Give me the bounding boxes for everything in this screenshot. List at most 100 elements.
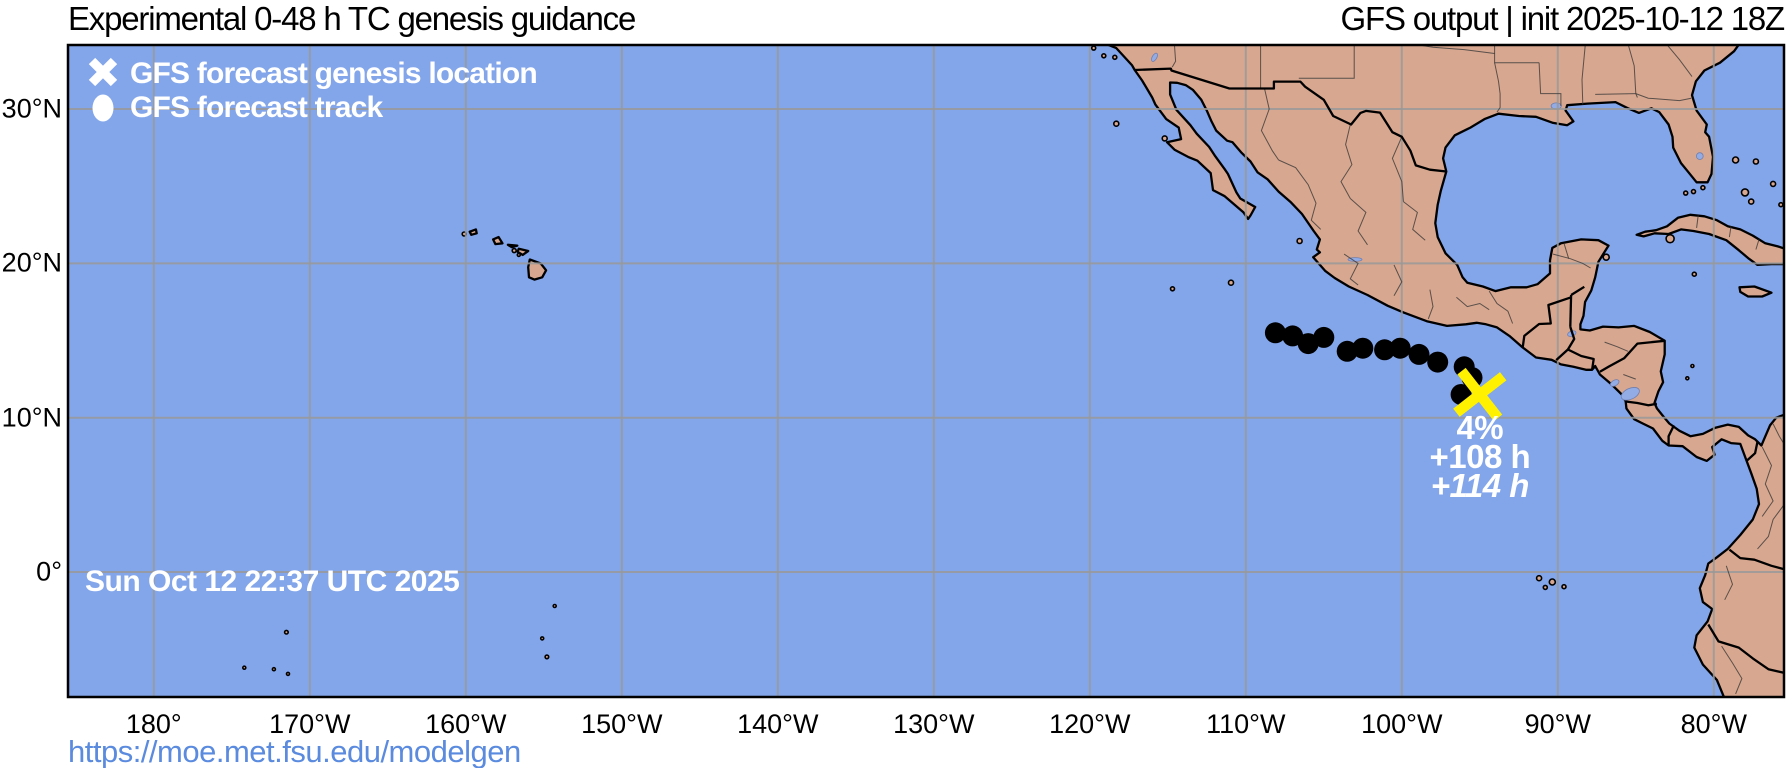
island bbox=[544, 654, 550, 660]
state-line bbox=[1761, 446, 1774, 517]
track-dot bbox=[1336, 340, 1358, 362]
track-dot bbox=[1282, 325, 1304, 347]
country-border bbox=[1707, 623, 1784, 674]
x-tick-label: 120°W bbox=[1049, 709, 1131, 739]
state-line bbox=[1696, 215, 1699, 228]
country-border bbox=[1555, 348, 1569, 361]
track-dot bbox=[1408, 343, 1430, 365]
genesis-hour-label: +108 h bbox=[1429, 437, 1531, 475]
state-line bbox=[1604, 341, 1629, 352]
genesis-probability-label: 4% bbox=[1456, 408, 1504, 446]
lake bbox=[1609, 379, 1620, 387]
island bbox=[1691, 271, 1698, 278]
page-title: Experimental 0-48 h TC genesis guidance bbox=[68, 0, 636, 37]
country-border bbox=[1728, 548, 1784, 571]
track-dot bbox=[1427, 351, 1449, 373]
x-tick-label: 110°W bbox=[1206, 709, 1286, 739]
island bbox=[1740, 188, 1750, 197]
island bbox=[516, 252, 522, 258]
island bbox=[1535, 574, 1543, 582]
legend-row-track: GFS forecast track bbox=[84, 91, 537, 125]
country-border bbox=[1745, 441, 1759, 462]
y-tick-label: 20°N bbox=[1, 247, 62, 278]
country-border bbox=[1569, 294, 1573, 327]
x-tick-label: 80°W bbox=[1680, 709, 1747, 739]
state-line bbox=[1563, 243, 1570, 259]
island bbox=[1161, 135, 1168, 142]
state-line bbox=[1728, 226, 1732, 238]
island bbox=[1690, 188, 1697, 195]
island bbox=[1731, 156, 1740, 164]
land-polygon bbox=[1738, 285, 1773, 298]
state-line bbox=[1403, 201, 1426, 241]
genesis-x-icon bbox=[88, 57, 118, 87]
x-tick-label: 160°W bbox=[425, 709, 507, 739]
land-polygon bbox=[491, 235, 504, 246]
state-line bbox=[1343, 253, 1359, 286]
island bbox=[1747, 198, 1755, 205]
state-line bbox=[1623, 374, 1636, 380]
country-border bbox=[1570, 285, 1585, 296]
island bbox=[1101, 52, 1107, 59]
source-url-link[interactable]: https://moe.met.fsu.edu/modelgen bbox=[68, 734, 521, 768]
track-dot-icon bbox=[92, 94, 114, 122]
y-tick-label: 0° bbox=[36, 556, 62, 587]
map-frame bbox=[66, 43, 1786, 699]
island bbox=[285, 671, 291, 677]
island bbox=[283, 629, 290, 635]
state-line bbox=[1427, 289, 1434, 320]
land-polygon bbox=[468, 228, 478, 236]
state-line bbox=[1391, 136, 1404, 202]
island bbox=[1090, 45, 1097, 51]
y-tick-label: 30°N bbox=[1, 93, 62, 124]
x-tick-label: 100°W bbox=[1361, 709, 1443, 739]
state-line bbox=[1278, 159, 1322, 230]
track-dot bbox=[1374, 339, 1396, 361]
state-line bbox=[1415, 45, 1495, 54]
state-line bbox=[1721, 645, 1743, 695]
island bbox=[1665, 233, 1675, 244]
legend-track-label: GFS forecast track bbox=[130, 91, 383, 124]
state-line bbox=[1595, 93, 1636, 95]
x-tick-label: 130°W bbox=[893, 709, 975, 739]
island bbox=[271, 666, 277, 672]
country-border bbox=[1566, 326, 1576, 351]
island bbox=[1682, 190, 1689, 196]
track-dot bbox=[1352, 337, 1374, 359]
state-line bbox=[1349, 198, 1368, 246]
country-border bbox=[1625, 400, 1658, 407]
genesis-x-marker bbox=[1453, 367, 1507, 422]
x-tick-label: 140°W bbox=[737, 709, 819, 739]
state-line bbox=[1581, 45, 1586, 105]
island bbox=[1542, 584, 1549, 591]
state-line bbox=[1488, 290, 1514, 324]
legend-row-genesis: GFS forecast genesis location bbox=[84, 57, 538, 91]
x-tick-label: 90°W bbox=[1524, 709, 1591, 739]
state-line bbox=[1552, 253, 1591, 269]
island bbox=[539, 636, 545, 641]
track-dot bbox=[1264, 322, 1286, 344]
state-line bbox=[1340, 124, 1353, 199]
island bbox=[1769, 180, 1777, 188]
land-polygon bbox=[527, 258, 548, 281]
island bbox=[1561, 583, 1567, 590]
island bbox=[1602, 253, 1610, 262]
state-line bbox=[1456, 296, 1490, 311]
land-polygon bbox=[506, 243, 519, 249]
island bbox=[1296, 237, 1303, 245]
island bbox=[1752, 158, 1760, 165]
track-dot bbox=[1313, 326, 1335, 348]
x-tick-label: 170°W bbox=[269, 709, 351, 739]
island bbox=[1548, 578, 1557, 586]
state-line bbox=[1393, 264, 1403, 297]
ocean bbox=[68, 45, 1784, 697]
valid-timestamp: Sun Oct 12 22:37 UTC 2025 bbox=[85, 565, 460, 598]
island bbox=[1700, 184, 1706, 191]
y-tick-label: 10°N bbox=[1, 402, 62, 433]
map-legend: GFS forecast genesis location GFS foreca… bbox=[84, 57, 538, 125]
island bbox=[1685, 375, 1690, 381]
state-line bbox=[1755, 239, 1760, 250]
state-line bbox=[1627, 45, 1638, 98]
